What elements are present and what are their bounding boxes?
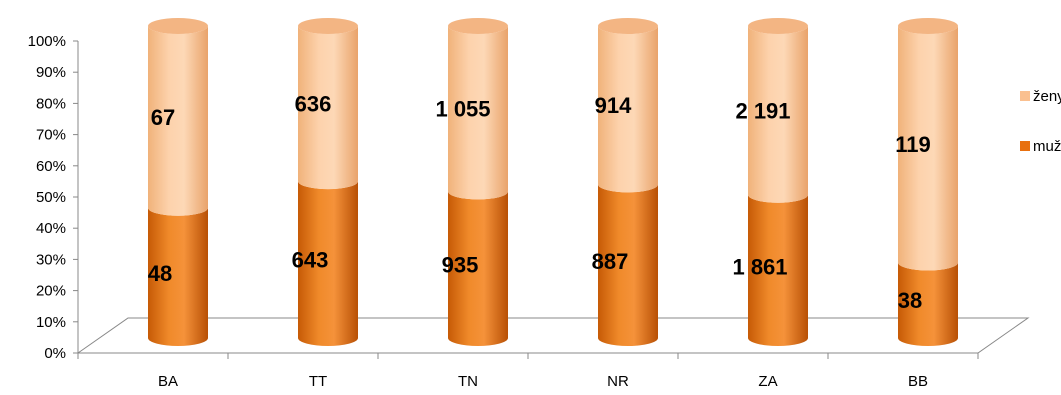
data-label-muzi: 643 <box>292 248 329 273</box>
data-label-zeny: 119 <box>895 132 931 157</box>
bar-segment-muzi <box>298 181 358 346</box>
bar-top-cap <box>148 18 208 34</box>
legend-swatch <box>1020 141 1030 151</box>
data-label-zeny: 636 <box>295 92 332 117</box>
bar-top-cap <box>298 18 358 34</box>
bar-segment-zeny <box>898 26 958 271</box>
bar-segment-muzi <box>898 262 958 346</box>
value-labels: 48 67 643 636 935 1 055 887 914 1 861 2 191 38 119 <box>148 92 931 314</box>
y-tick-label: 30% <box>36 251 66 268</box>
bar-segment-muzi <box>598 184 658 346</box>
data-label-zeny: 1 055 <box>435 97 490 122</box>
bar-segment-muzi <box>148 207 208 346</box>
data-label-muzi: 935 <box>442 253 479 278</box>
bar-segment-zeny <box>448 26 508 200</box>
bar-segment-zeny <box>148 26 208 216</box>
y-tick-label: 0% <box>44 345 66 362</box>
legend-label: ženy <box>1033 88 1061 105</box>
x-tick-label: TN <box>458 373 478 390</box>
bar-segment-zeny <box>748 26 808 203</box>
data-label-muzi: 48 <box>148 261 172 286</box>
data-label-zeny: 914 <box>595 93 632 118</box>
bar-segment-muzi <box>748 194 808 346</box>
legend-label: muži <box>1033 138 1061 155</box>
legend: ženy muži <box>1020 88 1061 155</box>
bar-segment-zeny <box>298 26 358 190</box>
y-tick-label: 40% <box>36 220 66 237</box>
data-label-muzi: 38 <box>898 288 922 313</box>
y-tick-label: 50% <box>36 189 66 206</box>
y-tick-label: 90% <box>36 64 66 81</box>
axes: 0% 10% 20% 30% 40% 50% 60% 70% 80% 90% 100% BA TT TN N… <box>28 33 1030 390</box>
data-label-muzi: 1 861 <box>732 254 787 279</box>
bar-top-cap <box>598 18 658 34</box>
x-tick-label: BB <box>908 373 928 390</box>
floor-plane <box>76 317 1030 354</box>
x-tick-label: BA <box>158 373 178 390</box>
y-tick-label: 10% <box>36 314 66 331</box>
bar-top-cap <box>748 18 808 34</box>
y-tick-label: 80% <box>36 95 66 112</box>
y-tick-label: 20% <box>36 283 66 300</box>
y-tick-label: 100% <box>28 33 66 50</box>
x-tick-label: ZA <box>758 373 777 390</box>
x-tick-label: NR <box>607 373 629 390</box>
legend-swatch <box>1020 91 1030 101</box>
bar-top-cap <box>898 18 958 34</box>
bar-segment-muzi <box>448 191 508 346</box>
data-label-muzi: 887 <box>592 249 629 274</box>
bar-segment-zeny <box>598 26 658 193</box>
data-label-zeny: 2 191 <box>735 98 790 123</box>
x-tick-label: TT <box>309 373 327 390</box>
y-tick-label: 60% <box>36 158 66 175</box>
bars <box>148 18 958 346</box>
data-label-zeny: 67 <box>151 105 175 130</box>
bar-top-cap <box>448 18 508 34</box>
y-tick-label: 70% <box>36 127 66 144</box>
